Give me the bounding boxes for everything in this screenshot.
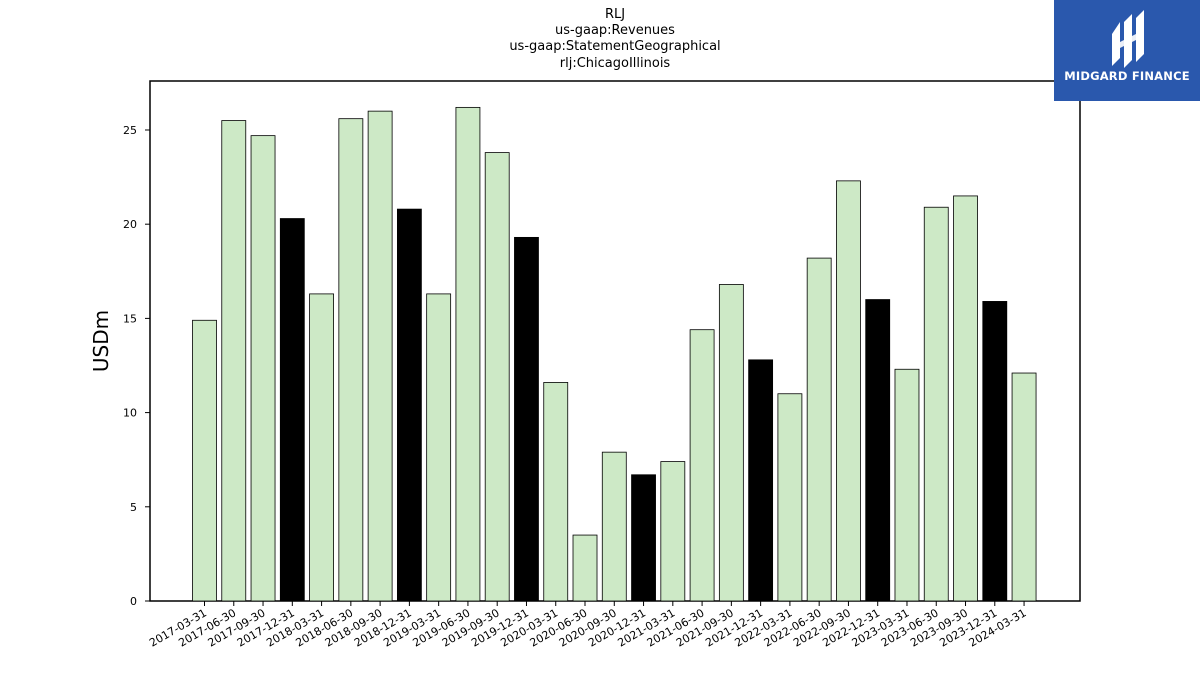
bar-2019-09-30 <box>484 152 510 602</box>
midgard-logo-mark-icon <box>1112 10 1144 68</box>
bar-2018-12-31 <box>396 208 422 602</box>
chart-title-line-4: rlj:ChicagoIllinois <box>559 56 671 71</box>
bar-2019-12-31 <box>514 236 539 602</box>
bar-2020-03-31 <box>543 382 569 602</box>
bar-2017-09-30 <box>250 135 276 602</box>
logo-text: MIDGARD FINANCE <box>1064 69 1190 83</box>
chart-title-line-2: us-gaap:Revenues <box>555 23 675 38</box>
bar-2019-06-30 <box>455 106 481 602</box>
bar-2017-06-30 <box>221 120 247 602</box>
bar-2020-12-31 <box>631 474 656 602</box>
bar-2021-12-31 <box>748 359 774 602</box>
bar-2021-06-30 <box>689 329 715 602</box>
bar-2022-03-31 <box>777 393 803 602</box>
bar-2018-06-30 <box>338 118 364 602</box>
y-tick-label: 25 <box>123 124 137 137</box>
y-tick-label: 5 <box>130 501 137 514</box>
bar-2023-12-31 <box>982 301 1008 602</box>
y-tick-label: 0 <box>130 595 137 608</box>
bar-2018-03-31 <box>309 293 334 602</box>
bar-2021-09-30 <box>718 284 744 602</box>
bar-2018-09-30 <box>367 110 393 602</box>
midgard-finance-logo: MIDGARD FINANCE <box>1054 0 1200 101</box>
bar-2022-09-30 <box>836 180 861 602</box>
y-tick-label: 15 <box>123 312 137 325</box>
bar-2023-06-30 <box>923 206 949 602</box>
bar-2024-03-31 <box>1011 372 1037 602</box>
y-tick-label: 20 <box>123 218 137 231</box>
bar-2017-03-31 <box>192 319 217 602</box>
chart-title-line-3: us-gaap:StatementGeographical <box>509 39 721 54</box>
y-tick-label: 10 <box>123 407 137 420</box>
bar-2017-12-31 <box>279 218 305 602</box>
y-axis-label: USDm <box>89 310 113 372</box>
chart-title-line-1: RLJ <box>604 7 626 22</box>
bar-2019-03-31 <box>426 293 452 602</box>
bar-2022-12-31 <box>865 299 891 602</box>
bar-2020-09-30 <box>601 451 627 602</box>
bar-2023-09-30 <box>953 195 978 602</box>
bar-2020-06-30 <box>572 534 598 602</box>
bar-2023-03-31 <box>894 368 920 602</box>
bar-2021-03-31 <box>660 461 686 602</box>
bar-2022-06-30 <box>806 257 832 602</box>
